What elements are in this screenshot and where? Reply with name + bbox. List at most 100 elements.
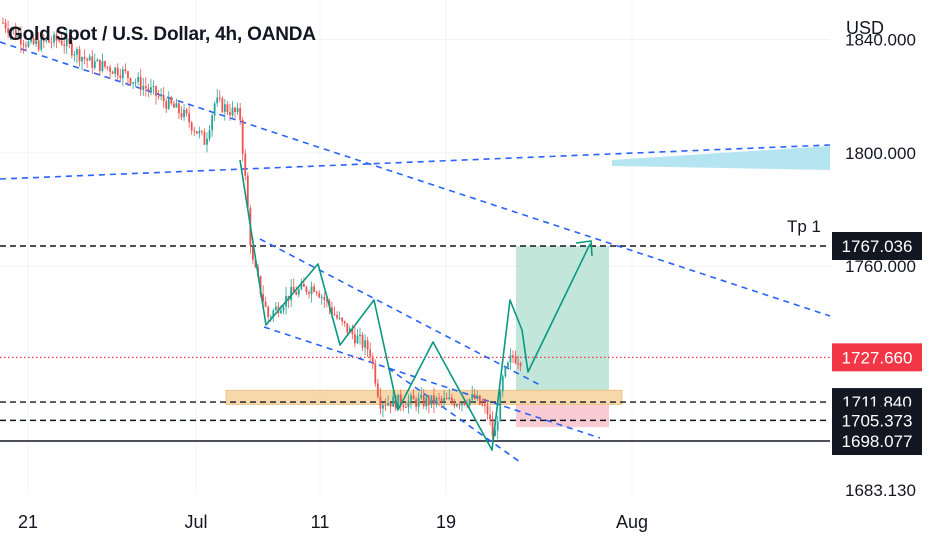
candle-body [4,22,7,29]
price-tag-label: 1727.660 [842,348,913,367]
candle-body [121,69,124,78]
candle-body [410,395,412,401]
price-tag [832,343,922,372]
candle-body [27,41,30,47]
candle-body [157,95,160,97]
candle-body [356,336,359,344]
candle-body [68,38,71,44]
candle-body [2,22,4,24]
trendline-upper [0,41,831,317]
candle-body [491,419,494,437]
candle-body [269,316,272,318]
candle-body [178,103,180,114]
candle-body [369,349,372,357]
candle-body [331,307,333,315]
candle-body [274,306,277,311]
candle-body [32,38,35,44]
candle-body [55,34,58,41]
candle-body [300,283,303,290]
candle-body [58,40,60,42]
candle-body [354,334,356,344]
candle-body [9,30,12,33]
candle-body [218,97,221,99]
candle-body [336,314,338,319]
candle-body [132,82,134,84]
candle-body [415,399,417,407]
x-tick-label: 21 [18,512,38,532]
candle-body [137,77,140,82]
candle-body [412,395,415,400]
candle-body [142,86,145,90]
candle-body [86,58,89,61]
candle-body [489,414,491,420]
candle-body [244,153,247,176]
candle-body [445,398,448,400]
candle-body [343,321,346,324]
candle-body [338,317,341,319]
candle-body [471,394,474,400]
chart-title: Gold Spot / U.S. Dollar, 4h, OANDA [8,24,316,45]
candle-body [422,395,425,407]
candle-body [124,69,127,72]
currency-label: USD [846,18,885,38]
candle-body [290,286,293,301]
candle-body [25,45,27,47]
candle-body [104,61,106,67]
candle-body [374,363,377,384]
candle-body [433,395,435,405]
candle-body [402,405,405,408]
candle-body [252,245,254,260]
candle-body [81,57,83,62]
candle-body [147,88,150,91]
x-tick-label: 19 [436,512,456,532]
candle-body [180,113,183,118]
candle-body [201,130,203,132]
candle-body [305,286,308,293]
candle-body [376,383,379,397]
candle-body [139,77,142,90]
projection-arrowhead [575,240,593,257]
candle-body [443,398,446,401]
candle-body [509,355,512,363]
candle-body [144,86,147,89]
candle-body [481,404,484,406]
candle-body [453,401,456,407]
candle-body [496,421,499,431]
candle-body [417,397,420,407]
candle-body [91,56,94,68]
candle-body [162,95,165,102]
candle-body [208,130,211,139]
candle-body [88,56,91,61]
candle-body [264,301,267,307]
candle-body [198,130,201,134]
y-tick-label: 1760.000 [845,257,916,276]
candle-body [473,394,476,399]
candle-body [50,42,53,44]
candle-body [382,405,384,409]
candle-body [150,87,152,91]
candle-body [407,400,410,408]
candle-body [129,78,132,84]
candle-body [504,367,507,377]
candle-body [12,29,15,31]
candle-body [519,363,522,366]
candle-body [206,138,208,145]
candle-body [501,376,504,392]
candle-body [430,395,433,406]
tp1-annotation: Tp 1 [787,217,822,236]
candle-body [106,66,109,68]
x-tick-label: Jul [184,512,207,532]
candle-body [17,34,20,38]
candle-body [83,57,86,59]
candle-body [175,103,178,108]
candle-body [366,340,369,350]
channel-bottom-line-2 [387,367,521,463]
candle-body [486,405,489,415]
candle-body [160,95,162,97]
candle-body [231,107,234,116]
candle-body [216,97,219,104]
candle-body [7,28,9,33]
candle-body [292,286,295,292]
candle-body [239,108,242,121]
